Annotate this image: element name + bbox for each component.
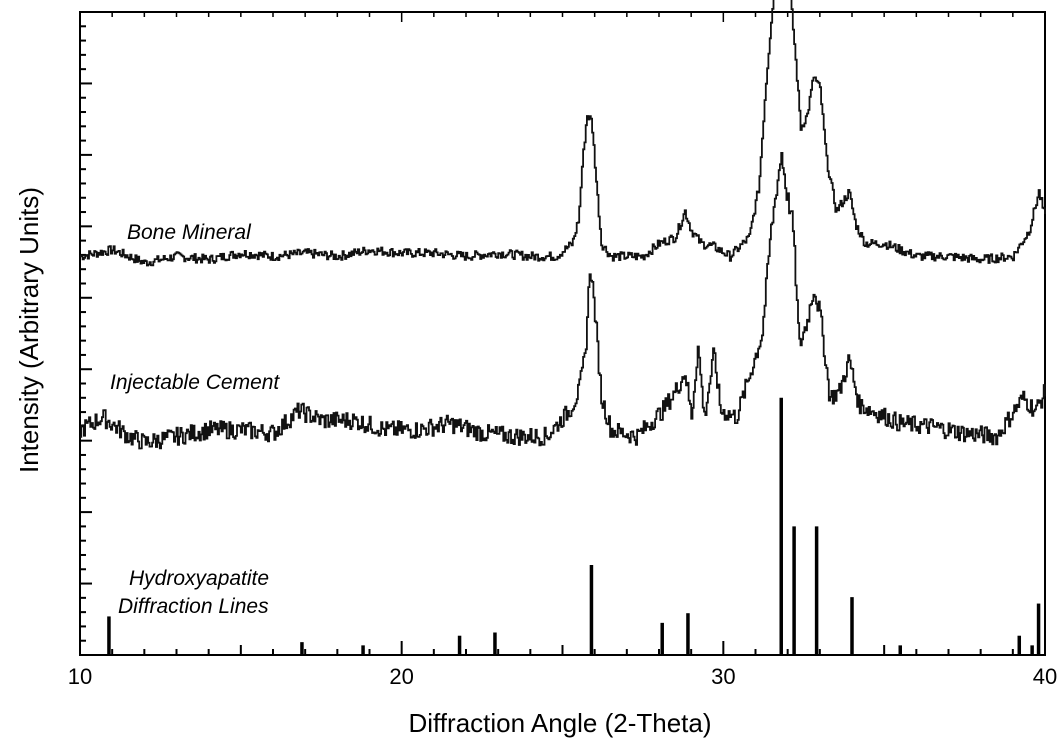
annotation-injectable-cement: Injectable Cement: [110, 371, 280, 394]
top-axis-ticks: [79, 12, 1046, 22]
x-tick-label: 30: [711, 664, 735, 689]
annotation-diffraction-lines: Diffraction Lines: [118, 595, 269, 618]
x-tick-label: 20: [389, 664, 413, 689]
plot-frame: [79, 11, 1046, 656]
annotation-hydroxyapatite: Hydroxyapatite: [129, 567, 269, 590]
y-axis-title: Intensity (Arbitrary Units): [14, 187, 44, 473]
series-bone: [80, 0, 1046, 267]
series-layer: [80, 0, 1046, 450]
x-tick-label: 10: [68, 664, 92, 689]
x-tick-label: 40: [1033, 664, 1057, 689]
reference-lines: [107, 397, 1041, 655]
x-axis-title: Diffraction Angle (2-Theta): [409, 708, 712, 738]
x-axis-tick-labels: 10 20 30 40: [68, 664, 1057, 689]
y-axis-ticks: [80, 11, 92, 656]
plot-area: [79, 11, 1046, 656]
series-cement: [80, 152, 1046, 450]
annotation-bone-mineral: Bone Mineral: [127, 221, 252, 244]
